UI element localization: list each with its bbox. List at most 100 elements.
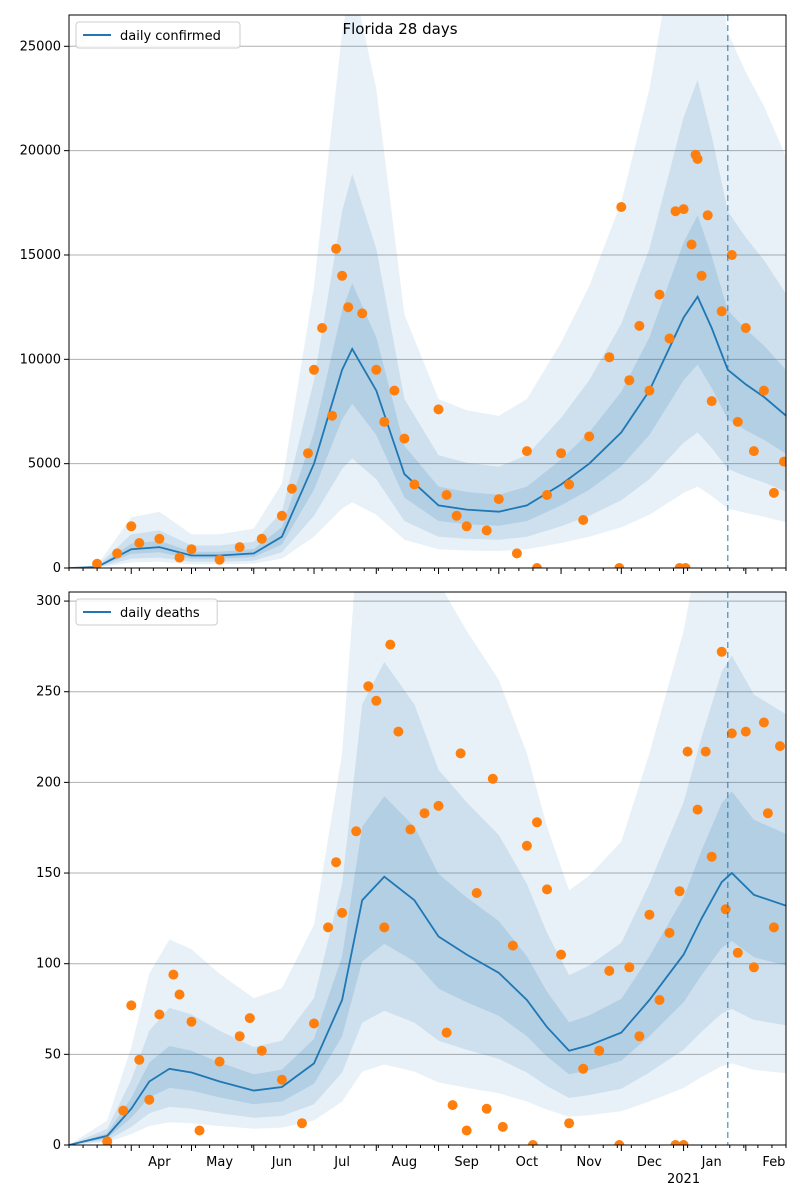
data-point bbox=[748, 962, 759, 973]
data-point bbox=[309, 364, 319, 375]
data-point bbox=[762, 808, 773, 819]
data-point bbox=[214, 554, 225, 565]
axes-frame bbox=[68, 14, 787, 569]
y-tick-label: 150 bbox=[36, 866, 61, 881]
data-point bbox=[527, 1140, 538, 1145]
data-point bbox=[461, 1125, 472, 1136]
x-tick-label: Dec bbox=[637, 1155, 662, 1170]
x-tick-label: Nov bbox=[576, 1155, 602, 1170]
y-tick-label: 10000 bbox=[20, 352, 61, 367]
data-point bbox=[331, 857, 342, 868]
data-point bbox=[357, 308, 368, 319]
data-point bbox=[664, 927, 675, 938]
data-point bbox=[726, 728, 737, 739]
data-point bbox=[371, 695, 382, 706]
data-point bbox=[493, 494, 504, 505]
data-point bbox=[692, 154, 703, 164]
data-point bbox=[214, 1056, 225, 1067]
y-tick-label: 0 bbox=[53, 561, 61, 576]
x-tick-label: Sep bbox=[454, 1155, 479, 1170]
data-point bbox=[487, 773, 498, 784]
data-point bbox=[542, 884, 552, 895]
data-point bbox=[118, 1105, 129, 1116]
data-point bbox=[343, 302, 354, 313]
data-point bbox=[174, 552, 185, 563]
data-point bbox=[624, 962, 635, 973]
legend: daily confirmed bbox=[75, 21, 241, 49]
data-point bbox=[644, 385, 655, 396]
data-point bbox=[323, 922, 334, 933]
plot-area bbox=[69, 592, 786, 1145]
y-tick-label: 100 bbox=[36, 957, 61, 972]
data-point bbox=[168, 969, 179, 980]
data-point bbox=[297, 1118, 307, 1129]
data-point bbox=[379, 416, 390, 427]
data-point bbox=[286, 483, 297, 494]
chart-panel-1: 0 50 100 150 200 250 300 Apr May Jun Jul Aug Sep Oct N… bbox=[36, 591, 787, 1187]
data-point bbox=[405, 824, 416, 835]
data-point bbox=[614, 563, 625, 568]
y-tick-label: 0 bbox=[53, 1138, 61, 1153]
data-point bbox=[716, 646, 727, 657]
data-point bbox=[716, 306, 727, 317]
data-point bbox=[634, 320, 645, 331]
data-point bbox=[678, 1140, 689, 1145]
data-point bbox=[779, 456, 786, 467]
x-tick-label: Jun bbox=[271, 1155, 292, 1170]
data-point bbox=[112, 548, 123, 559]
data-point bbox=[578, 515, 589, 525]
data-point bbox=[393, 726, 404, 737]
data-point bbox=[144, 1094, 155, 1105]
data-point bbox=[455, 748, 466, 759]
data-point bbox=[461, 521, 472, 532]
data-point bbox=[768, 487, 779, 498]
data-point bbox=[379, 922, 390, 933]
data-point bbox=[186, 1016, 197, 1027]
data-point bbox=[521, 446, 532, 457]
data-point bbox=[385, 639, 396, 650]
data-point bbox=[692, 804, 703, 815]
data-point bbox=[389, 385, 400, 396]
data-point bbox=[670, 1140, 681, 1145]
data-point bbox=[481, 525, 492, 536]
y-tick-label: 300 bbox=[36, 594, 61, 609]
data-point bbox=[674, 886, 685, 897]
y-tick-label: 200 bbox=[36, 775, 61, 790]
data-point bbox=[327, 410, 338, 421]
y-tick-label: 20000 bbox=[20, 144, 61, 159]
data-point bbox=[102, 1136, 113, 1145]
data-point bbox=[331, 243, 342, 254]
legend-box bbox=[75, 21, 241, 49]
data-point bbox=[92, 558, 103, 568]
x-tick-label: Apr bbox=[148, 1155, 171, 1170]
data-point bbox=[126, 521, 137, 532]
data-point bbox=[256, 1045, 267, 1056]
data-point bbox=[604, 965, 615, 976]
data-point bbox=[134, 1054, 145, 1065]
legend-label: daily deaths bbox=[120, 606, 200, 621]
data-point bbox=[532, 817, 542, 828]
data-point bbox=[451, 510, 462, 521]
data-point bbox=[441, 1027, 452, 1038]
data-point bbox=[700, 746, 711, 757]
data-point bbox=[654, 289, 665, 300]
data-point bbox=[351, 826, 362, 837]
data-point bbox=[768, 922, 779, 933]
x-tick-label: Feb bbox=[762, 1155, 785, 1170]
x-tick-label: Aug bbox=[392, 1155, 417, 1170]
data-point bbox=[670, 206, 681, 217]
data-point bbox=[532, 563, 542, 568]
data-point bbox=[433, 404, 444, 415]
data-point bbox=[775, 741, 785, 752]
data-point bbox=[194, 1125, 205, 1136]
data-point bbox=[126, 1000, 137, 1011]
data-point bbox=[686, 239, 697, 250]
data-point bbox=[399, 433, 410, 444]
data-point bbox=[624, 375, 635, 386]
data-point bbox=[678, 204, 689, 215]
data-point bbox=[363, 681, 374, 692]
data-point bbox=[720, 904, 731, 915]
data-point bbox=[154, 533, 165, 544]
x-tick-label: Jul bbox=[333, 1155, 350, 1170]
data-point bbox=[556, 448, 567, 459]
